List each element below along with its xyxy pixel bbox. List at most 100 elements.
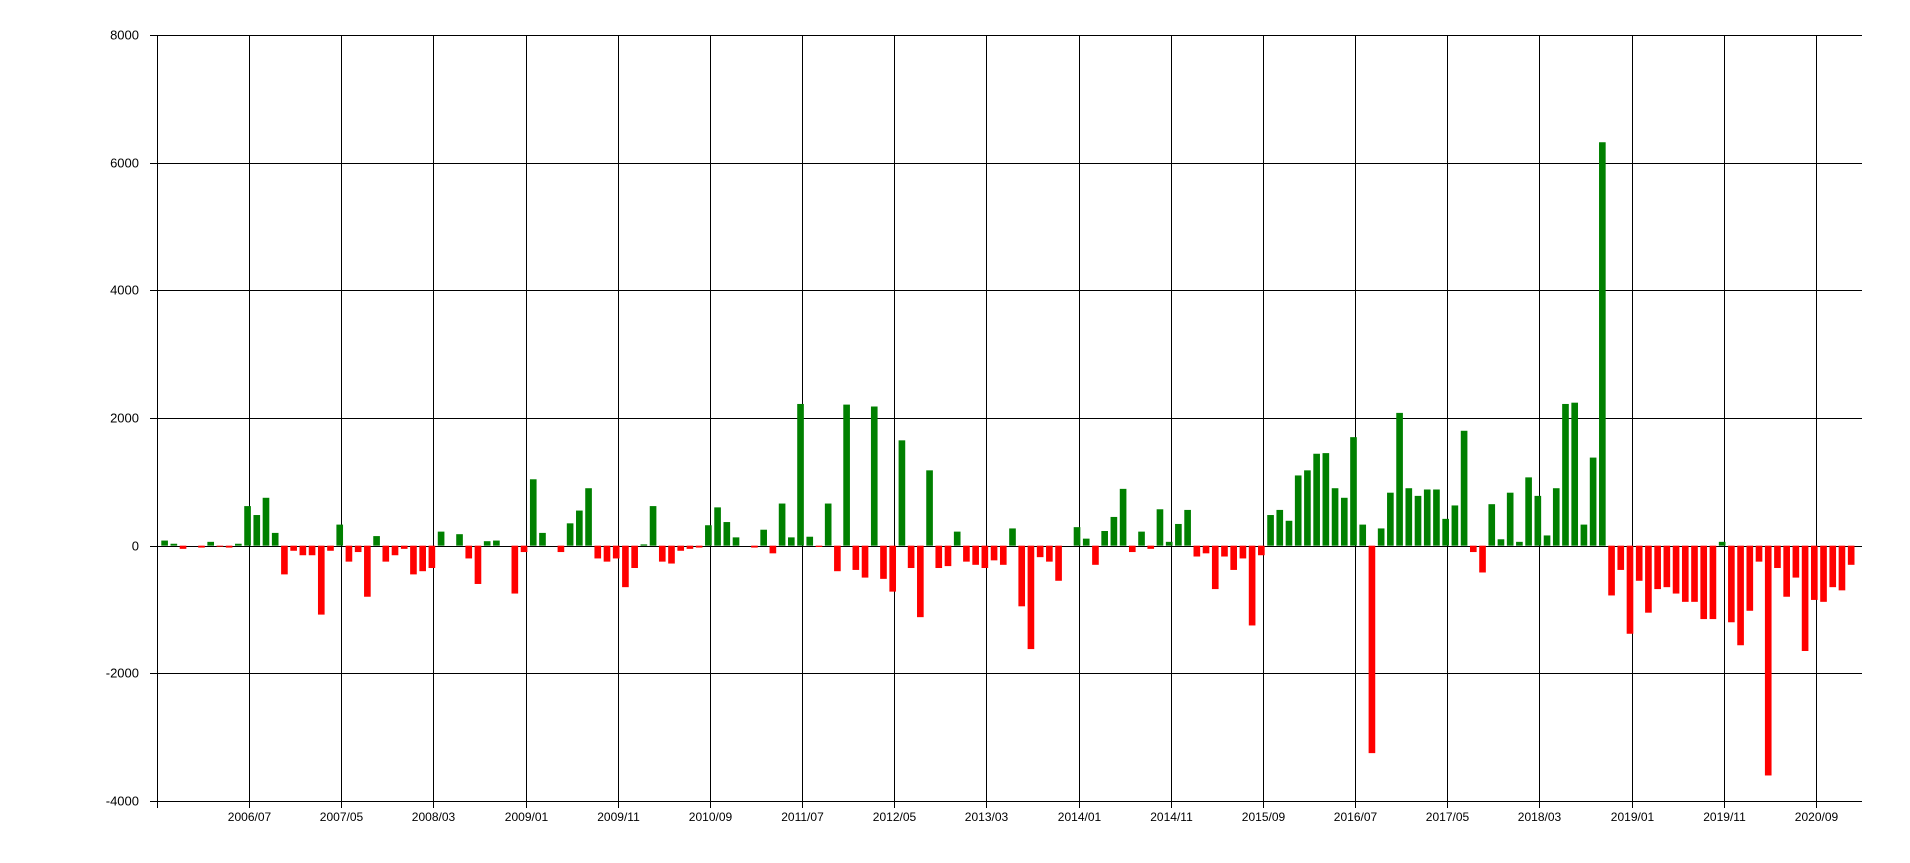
bar-positive [493, 540, 500, 546]
bar-positive [207, 541, 215, 546]
bar-negative [1221, 545, 1228, 557]
bar-positive [1718, 541, 1726, 546]
bar-positive [1322, 453, 1330, 546]
bar-negative [1663, 545, 1671, 588]
bar-negative [1792, 545, 1800, 578]
bar-positive [1423, 489, 1431, 546]
bar-positive [262, 497, 270, 546]
bar-positive [1497, 539, 1505, 546]
bar-negative [1847, 545, 1855, 565]
bar-positive [1562, 403, 1569, 546]
x-tick-label: 2008/03 [412, 810, 456, 824]
bar-negative [686, 545, 694, 549]
bar-positive [723, 522, 731, 546]
bar-negative [1046, 545, 1053, 562]
bar-positive [1387, 492, 1394, 546]
bar-positive [271, 532, 279, 546]
bar-negative [1211, 545, 1219, 590]
bar-negative [225, 545, 233, 548]
bar-negative [317, 545, 325, 615]
bar-positive [566, 523, 574, 546]
bar-positive [529, 479, 537, 546]
bar-positive [1506, 492, 1514, 546]
bar-positive [953, 531, 961, 546]
bar-positive [797, 403, 804, 546]
y-tick-label: 8000 [110, 28, 139, 43]
x-tick-label: 2009/01 [505, 810, 549, 824]
bar-positive [1101, 530, 1108, 546]
bar-negative [1700, 545, 1708, 620]
bar-negative [1258, 545, 1265, 556]
bar-positive [1331, 488, 1339, 546]
bar-positive [1340, 497, 1348, 546]
bar-negative [1055, 545, 1062, 581]
bar-positive [1267, 515, 1274, 546]
bar-positive [1165, 541, 1173, 546]
bar-positive [1552, 488, 1560, 546]
x-axis-tick-labels: 2006/07 2007/05 2008/03 2009/01 2009/11 2010/… [228, 810, 1839, 824]
bar-negative [935, 545, 943, 569]
bar-negative [907, 545, 915, 569]
bar-negative [198, 545, 205, 548]
bar-negative [465, 545, 473, 559]
bar-negative [1801, 545, 1809, 651]
x-tick-label: 2007/05 [320, 810, 364, 824]
bar-negative [1838, 545, 1846, 591]
bar-positive [1294, 475, 1302, 546]
bar-positive [170, 543, 178, 546]
bar-positive [1433, 489, 1440, 546]
bar-negative [354, 545, 362, 553]
bar-negative [631, 545, 638, 569]
bar-negative [327, 545, 334, 551]
bar-positive [1451, 505, 1459, 546]
bar-negative [769, 545, 777, 554]
y-tick-label: -2000 [106, 666, 139, 681]
bar-negative [944, 545, 952, 567]
bar-negative [815, 545, 823, 547]
bar-positive [843, 404, 850, 546]
bar-negative [474, 545, 482, 584]
bar-positive [1009, 528, 1016, 546]
bar-positive [1276, 509, 1284, 546]
bar-negative [999, 545, 1007, 565]
bar-negative [1626, 545, 1634, 634]
bar-positive [1405, 488, 1413, 546]
bar-negative [1645, 545, 1652, 613]
bar-negative [622, 545, 629, 588]
bar-negative [1829, 545, 1837, 588]
bar-negative [1027, 545, 1035, 650]
bar-positive [1377, 528, 1385, 546]
y-axis-tick-labels: -4000 -2000 0 2000 4000 6000 8000 [106, 28, 139, 809]
bars [161, 142, 1855, 776]
x-tick-label: 2010/09 [689, 810, 733, 824]
bar-negative [1681, 545, 1689, 602]
bar-positive [714, 507, 721, 546]
x-tick-label: 2014/01 [1058, 810, 1102, 824]
x-tick-label: 2017/05 [1426, 810, 1470, 824]
bar-negative [677, 545, 685, 551]
bar-negative [1755, 545, 1763, 562]
bar-negative [419, 545, 426, 572]
x-tick-label: 2011/07 [781, 810, 824, 824]
bar-negative [834, 545, 841, 572]
bar-negative [216, 545, 224, 547]
bar-positive [1571, 402, 1579, 546]
bar-positive [585, 488, 592, 546]
bar-positive [1460, 430, 1468, 546]
bar-negative [972, 545, 979, 565]
bar-positive [1138, 531, 1145, 546]
bar-positive [1589, 457, 1597, 546]
bar-negative [861, 545, 869, 578]
bar-negative [852, 545, 860, 570]
bar-positive [1313, 453, 1320, 546]
bar-positive [1175, 523, 1182, 546]
bar-negative [410, 545, 417, 575]
bar-negative [1193, 545, 1201, 557]
bar-negative [917, 545, 924, 618]
bar-positive [1516, 541, 1523, 546]
bar-negative [658, 545, 666, 562]
bar-negative [1783, 545, 1790, 597]
bar-positive [253, 515, 261, 546]
